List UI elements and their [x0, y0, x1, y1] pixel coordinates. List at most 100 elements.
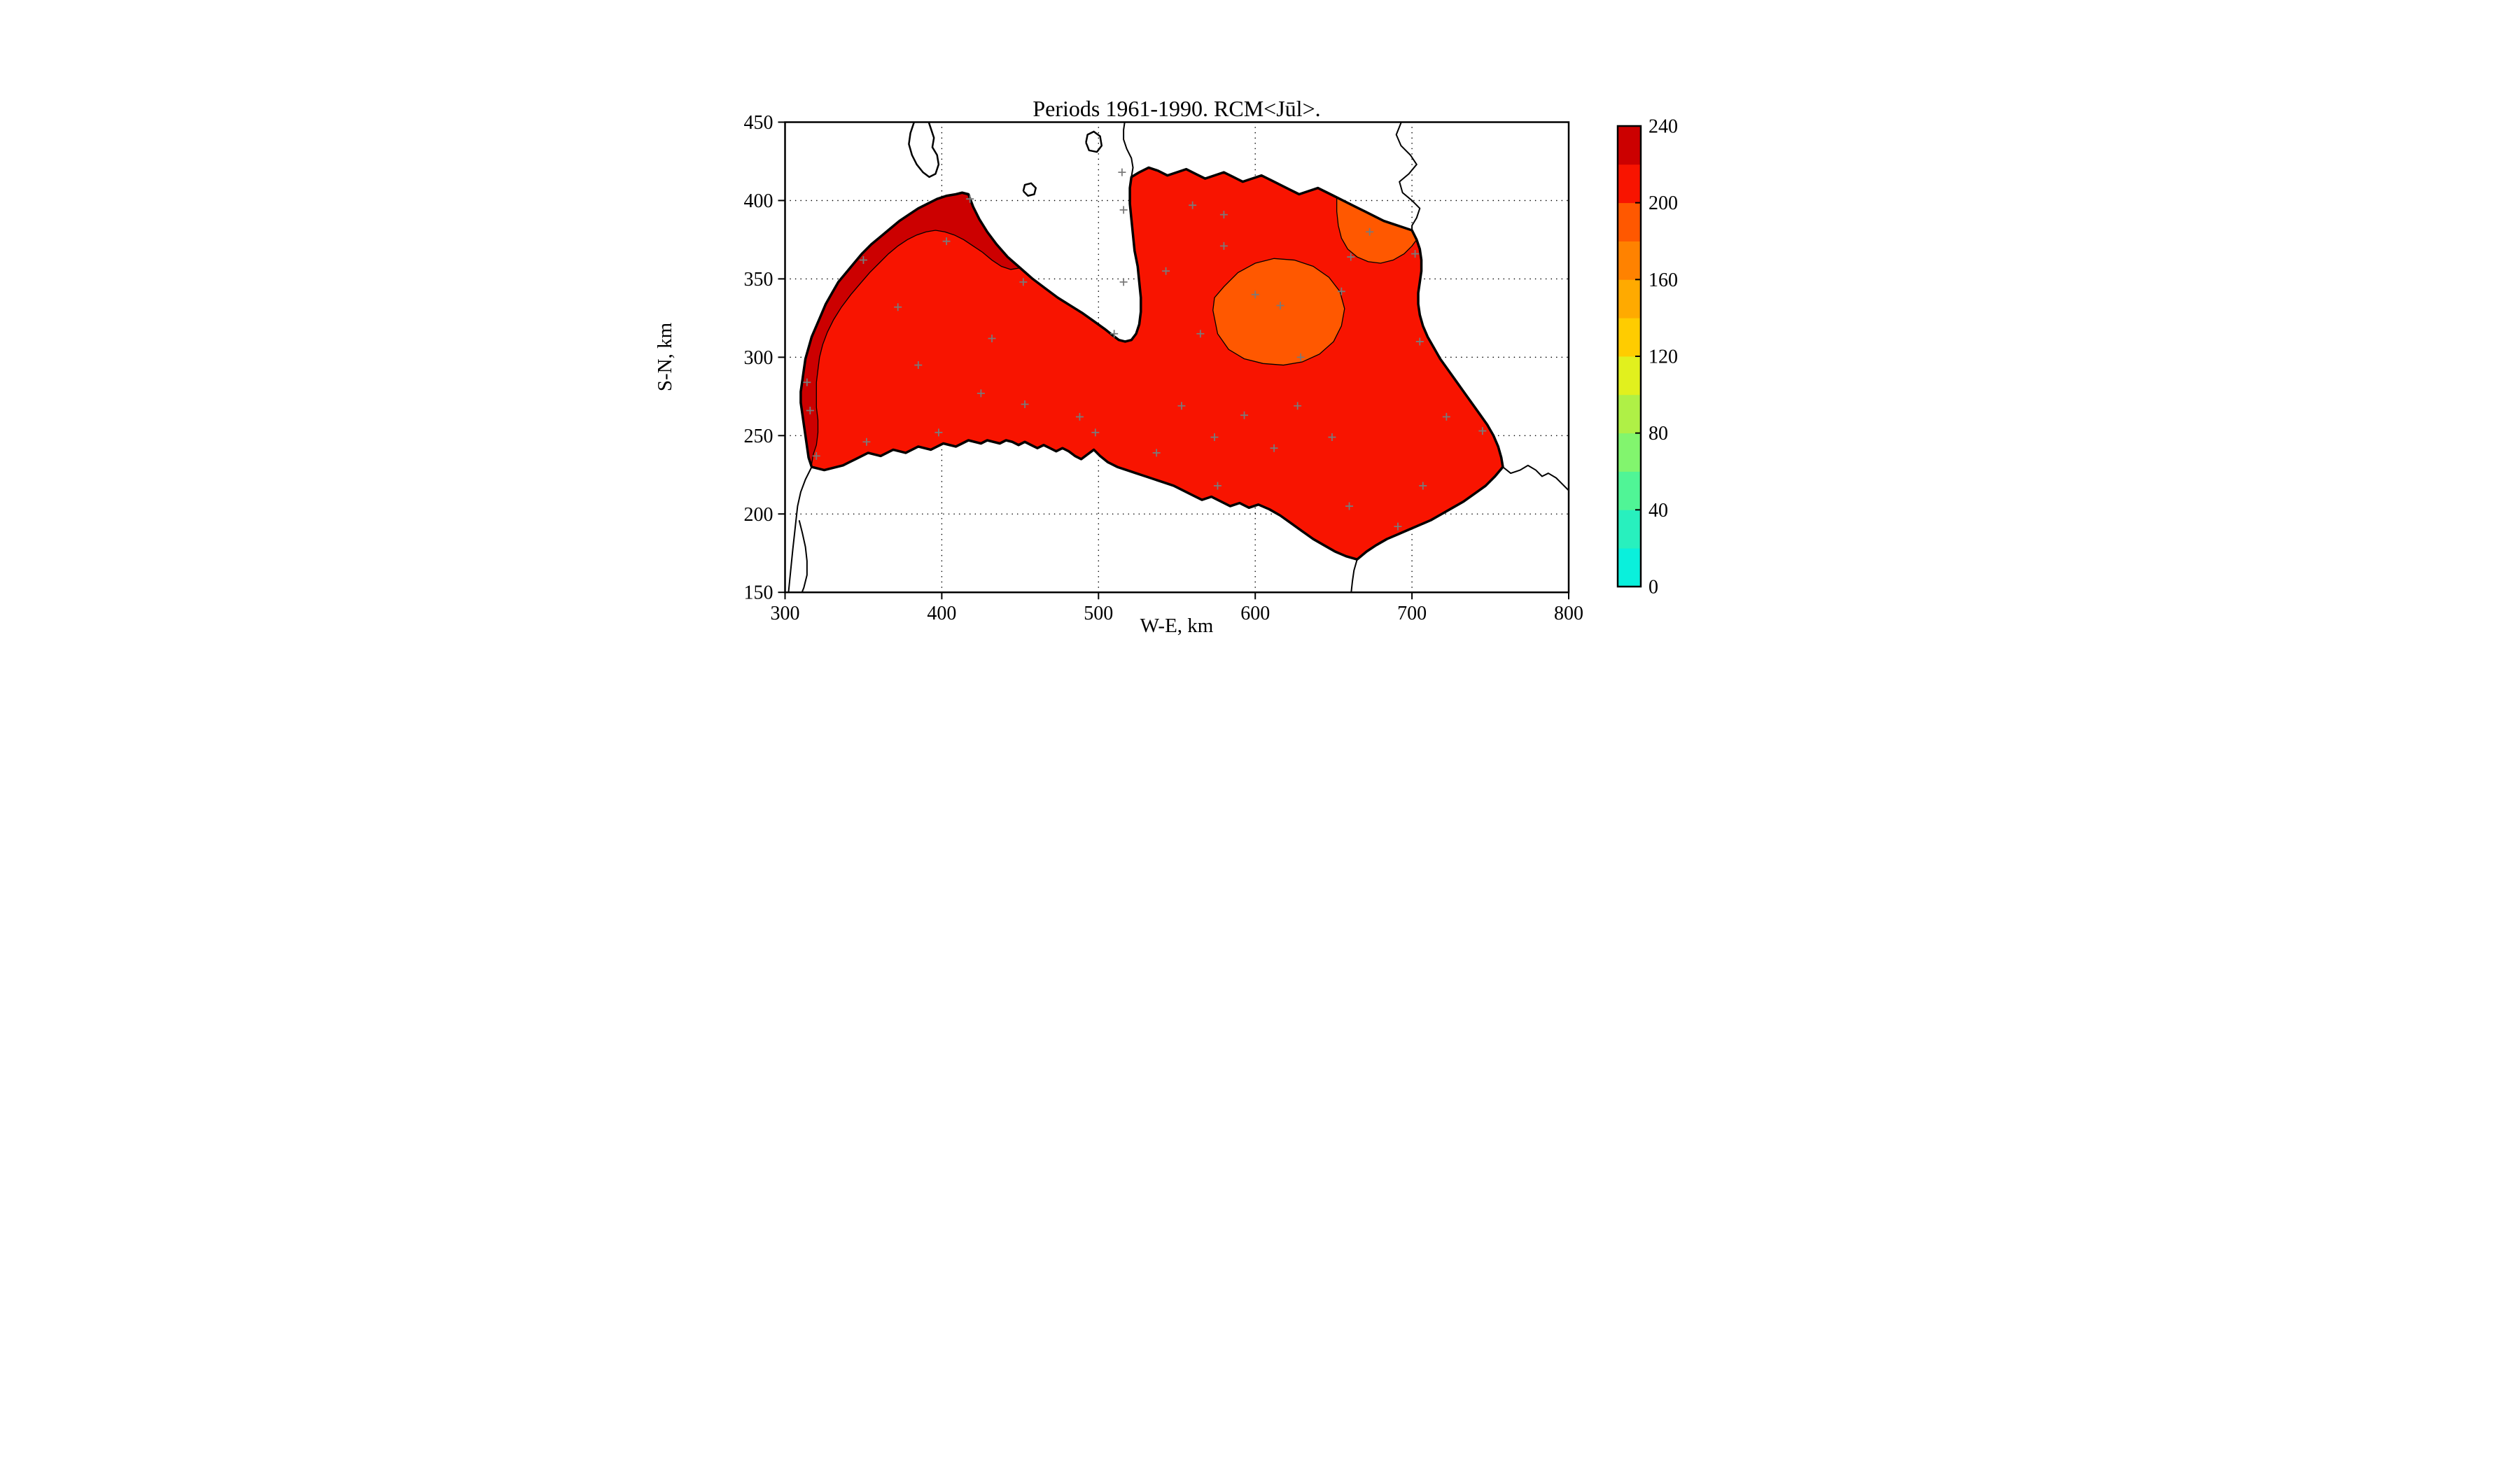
station-marker: [1119, 278, 1128, 286]
x-tick-label-600: 600: [1240, 603, 1270, 624]
station-marker: [1345, 502, 1354, 510]
station-marker: [859, 256, 867, 265]
station-marker: [1213, 482, 1222, 490]
x-tick-label-500: 500: [1084, 603, 1113, 624]
station-marker: [1019, 278, 1028, 286]
y-tick-label-200: 200: [744, 504, 774, 526]
station-marker: [1478, 427, 1487, 435]
colorbar-tick-label-200: 200: [1648, 192, 1678, 214]
station-marker: [1240, 411, 1249, 419]
station-marker: [1219, 211, 1228, 219]
station-marker: [1366, 227, 1374, 236]
station-marker: [1091, 428, 1100, 437]
colorbar-segment-160-180: [1618, 241, 1641, 280]
colorbar-segment-40-60: [1618, 471, 1641, 510]
y-tick-label-350: 350: [744, 269, 774, 290]
station-marker: [942, 237, 951, 246]
station-marker: [1219, 241, 1228, 250]
station-marker: [894, 303, 902, 312]
colorbar-tick-label-80: 80: [1648, 423, 1668, 444]
station-marker: [1347, 253, 1355, 261]
station-marker: [806, 406, 814, 414]
station-marker: [1189, 201, 1197, 209]
line-lithuania-coast: [788, 466, 813, 593]
station-marker: [803, 378, 811, 386]
y-tick-label-300: 300: [744, 347, 774, 369]
island-saaremaa-sorve-tip: [908, 122, 940, 178]
colorbar-segment-60-80: [1618, 433, 1641, 472]
colorbar-segment-80-100: [1618, 394, 1641, 434]
station-marker: [1152, 449, 1161, 457]
colorbar-segment-140-160: [1618, 279, 1641, 318]
station-marker: [1251, 290, 1259, 299]
station-marker: [862, 438, 871, 446]
axis-tick-labels: 300 400 500 600 700 800 150 200 250 300 350 400 450: [744, 112, 1584, 624]
colorbar-segment-20-40: [1618, 510, 1641, 549]
station-marker: [1276, 301, 1284, 309]
region-latvia-main: [800, 167, 1503, 560]
x-tick-label-700: 700: [1397, 603, 1427, 624]
island-kihnu-island: [1085, 130, 1103, 153]
station-marker: [1210, 433, 1219, 442]
colorbar-segment-200-220: [1618, 164, 1641, 204]
line-estonia-coast: [1123, 122, 1134, 178]
line-curonian-lagoon: [798, 519, 808, 593]
station-marker: [1419, 482, 1427, 490]
x-tick-label-300: 300: [771, 603, 800, 624]
station-marker: [1196, 330, 1205, 338]
x-tick-label-400: 400: [927, 603, 956, 624]
station-marker: [1110, 330, 1119, 338]
station-marker: [812, 451, 820, 460]
colorbar-segment-220-240: [1618, 126, 1641, 165]
station-marker: [914, 361, 923, 370]
x-axis-label: W-E, km: [1140, 615, 1214, 637]
colorbar-tick-label-160: 160: [1648, 270, 1678, 291]
station-marker: [1270, 444, 1278, 452]
station-marker: [1415, 337, 1424, 346]
y-axis-label: S-N, km: [654, 322, 676, 391]
station-marker: [1296, 353, 1305, 361]
contour-map: 300 400 500 600 700 8001502002503003504004500…: [630, 0, 1890, 735]
colorbar-tick-label-40: 40: [1648, 500, 1668, 522]
station-marker: [934, 428, 943, 437]
line-estonia-russia-border: [1395, 122, 1421, 230]
station-marker: [1294, 402, 1302, 410]
island-ruhnu-island: [1022, 182, 1037, 197]
station-marker: [966, 195, 974, 203]
station-marker: [1442, 412, 1450, 421]
line-belarus-russia-border: [1502, 464, 1569, 491]
colorbar-segment-120-140: [1618, 318, 1641, 357]
station-marker: [976, 389, 985, 398]
colorbar-tick-label-0: 0: [1648, 577, 1658, 598]
station-marker: [1411, 250, 1420, 258]
y-tick-label-450: 450: [744, 112, 774, 134]
plot-title: Periods 1961-1990. RCM<Jūl>.: [1032, 96, 1320, 121]
station-markers: [803, 168, 1487, 531]
colorbar-tick-label-120: 120: [1648, 346, 1678, 368]
station-marker: [1177, 402, 1186, 410]
station-marker: [1328, 433, 1336, 442]
station-marker: [988, 334, 996, 342]
colorbar-tick-label-240: 240: [1648, 116, 1678, 138]
figure-container: 300 400 500 600 700 800 150 200 250 300 350 400 450 0…: [630, 0, 1890, 735]
station-marker: [1337, 287, 1345, 295]
y-tick-label-400: 400: [744, 190, 774, 212]
latvia-border: [799, 166, 1504, 561]
x-tick-label-800: 800: [1554, 603, 1583, 624]
station-marker: [1162, 267, 1170, 275]
y-tick-label-150: 150: [744, 582, 774, 604]
colorbar: 0 40 80 120 160 200 240: [1616, 116, 1678, 598]
colorbar-segment-100-120: [1618, 356, 1641, 396]
station-marker: [1119, 206, 1128, 214]
line-lithuania-belarus-border: [1350, 559, 1358, 593]
station-marker: [1021, 400, 1029, 409]
neighbor-lines: [788, 122, 1569, 593]
station-marker: [1118, 168, 1126, 176]
colorbar-segment-0-20: [1618, 548, 1641, 587]
station-marker: [1394, 522, 1402, 531]
colorbar-segment-180-200: [1618, 202, 1641, 241]
station-marker: [1075, 412, 1084, 421]
axis-ticks: [778, 121, 1569, 600]
region-central-lowland-patch: [1212, 258, 1345, 366]
y-tick-label-250: 250: [744, 426, 774, 447]
